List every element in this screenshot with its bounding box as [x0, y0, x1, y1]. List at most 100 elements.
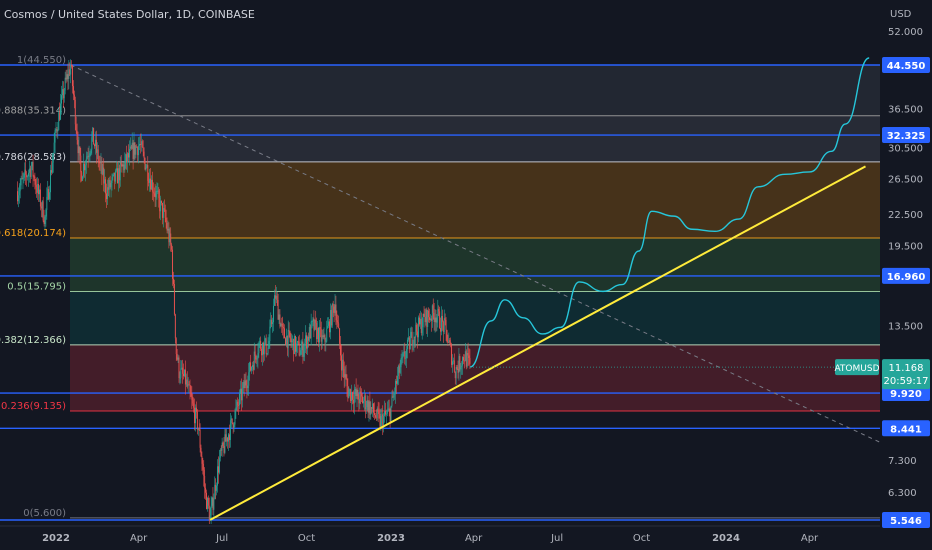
candle-body: [229, 434, 230, 441]
candle-body: [72, 86, 74, 95]
candle-body: [405, 357, 407, 359]
price-level-label: 8.441: [890, 424, 922, 435]
candle-body: [334, 304, 336, 313]
candle-body: [37, 183, 39, 193]
candle-body: [206, 492, 207, 510]
candle-body: [218, 466, 219, 473]
candle-body: [132, 142, 134, 159]
candle-body: [151, 179, 153, 192]
candle-body: [46, 196, 48, 210]
candle-body: [242, 382, 244, 389]
candle-body: [162, 202, 163, 218]
candle-body: [130, 146, 132, 149]
candle-body: [384, 411, 386, 416]
candle-body: [62, 89, 64, 99]
candle-body: [448, 340, 450, 343]
candle-body: [363, 400, 364, 404]
candle-body: [336, 320, 338, 322]
candle-body: [22, 177, 24, 179]
candle-body: [288, 330, 290, 332]
candle-body: [206, 497, 208, 510]
candle-body: [402, 353, 404, 358]
candle-body: [72, 66, 73, 87]
candle-body: [370, 407, 372, 415]
candle-body: [179, 377, 181, 379]
candle-body: [441, 316, 443, 322]
candle-body: [68, 69, 70, 79]
candle-body: [458, 356, 460, 373]
candle-body: [129, 146, 131, 149]
candle-body: [184, 369, 186, 385]
candle-body: [248, 372, 250, 386]
price-level-label: 5.546: [890, 516, 922, 527]
candle-body: [82, 176, 84, 181]
candle-body: [17, 195, 19, 202]
candle-body: [164, 209, 166, 218]
candle-body: [281, 323, 283, 325]
candle-body: [277, 299, 279, 320]
candle-body: [443, 318, 445, 333]
candle-body: [70, 65, 72, 75]
candle-body: [117, 168, 119, 184]
candle-body: [434, 317, 436, 322]
candle-body: [203, 469, 205, 477]
candle-body: [465, 351, 467, 367]
candle-body: [414, 336, 416, 338]
candle-body: [225, 434, 227, 442]
candle-body: [171, 244, 173, 250]
candle-body: [168, 228, 170, 243]
candle-body: [88, 155, 90, 157]
candle-body: [341, 359, 343, 371]
candle-body: [300, 350, 302, 355]
x-tick-label: 2023: [377, 533, 405, 544]
candle-body: [366, 400, 368, 408]
candle-body: [79, 146, 81, 156]
trendline: [209, 165, 866, 521]
candle-body: [375, 417, 377, 419]
candle-body: [153, 192, 155, 194]
candle-body: [420, 318, 422, 334]
candle-body: [382, 414, 384, 428]
candle-body: [441, 316, 442, 332]
candle-body: [240, 388, 242, 401]
candle-body: [106, 187, 108, 200]
candle-body: [421, 327, 423, 334]
candle-body: [97, 149, 99, 162]
candle-body: [117, 168, 118, 184]
candle-body: [134, 142, 136, 155]
candle-body: [151, 179, 152, 190]
candle-body: [116, 168, 118, 171]
candle-body: [147, 165, 149, 181]
candle-body: [335, 304, 337, 321]
price-level-label: 44.550: [887, 61, 926, 72]
candle-body: [128, 153, 129, 158]
candle-body: [376, 408, 378, 418]
candle-body: [252, 365, 254, 370]
candle-body: [186, 379, 188, 387]
last-price-tag: [882, 359, 930, 390]
candle-body: [139, 143, 140, 146]
candle-body: [215, 484, 217, 491]
candle-body: [155, 191, 157, 198]
price-level-tag: [882, 57, 930, 73]
candle-body: [469, 358, 471, 364]
fib-band: [70, 115, 880, 162]
candle-body: [208, 505, 210, 521]
candle-body: [224, 434, 226, 453]
candle-body: [178, 357, 180, 379]
candle-body: [307, 336, 308, 349]
candle-body: [212, 497, 214, 510]
candle-body: [399, 367, 401, 373]
candle-body: [170, 233, 172, 245]
candle-body: [430, 318, 432, 321]
candle-body: [240, 388, 241, 394]
candle-body: [159, 197, 161, 212]
candle-body: [282, 323, 284, 328]
candle-body: [424, 316, 426, 323]
candle-body: [357, 389, 359, 400]
candle-body: [53, 142, 55, 153]
candle-body: [262, 342, 263, 356]
candle-body: [270, 319, 272, 327]
candle-body: [42, 201, 44, 221]
